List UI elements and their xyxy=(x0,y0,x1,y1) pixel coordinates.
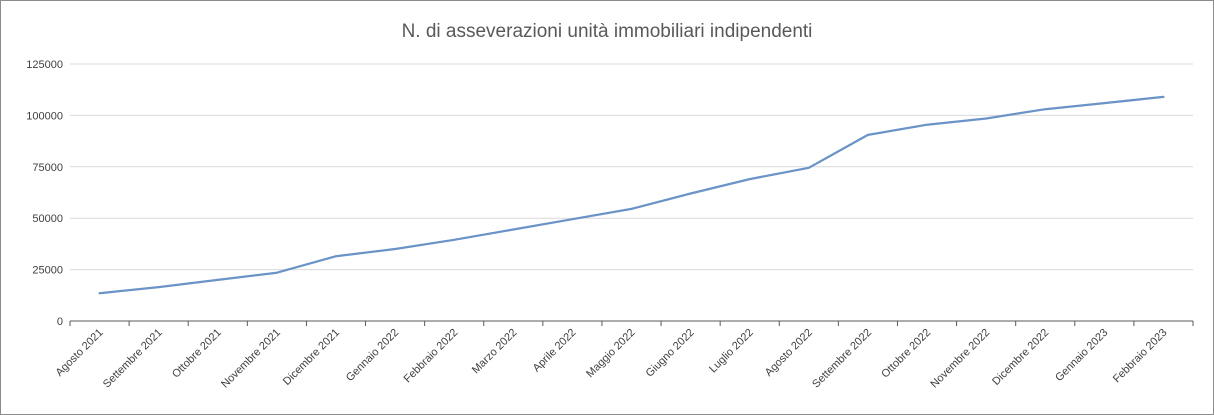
x-tick-label: Febbraio 2022 xyxy=(402,327,461,386)
x-tick-label: Giugno 2022 xyxy=(644,327,697,380)
y-tick-label: 75000 xyxy=(32,162,63,174)
y-tick-label: 25000 xyxy=(32,265,63,277)
x-tick-label: Settembre 2022 xyxy=(810,327,874,391)
x-tick-label: Dicembre 2021 xyxy=(281,327,342,388)
x-tick-label: Novembre 2021 xyxy=(219,327,283,391)
x-tick-label: Agosto 2022 xyxy=(763,327,815,379)
x-tick-label: Novembre 2022 xyxy=(928,327,992,391)
series-line xyxy=(98,95,1165,295)
x-tick-label: Luglio 2022 xyxy=(707,327,756,376)
x-tick-label: Maggio 2022 xyxy=(584,327,637,380)
x-tick-label: Settembre 2021 xyxy=(101,327,165,391)
x-tick-label: Agosto 2021 xyxy=(54,327,106,379)
x-tick-label: Dicembre 2022 xyxy=(990,327,1051,388)
x-tick-label: Ottobre 2022 xyxy=(879,327,933,381)
y-tick-label: 0 xyxy=(57,316,63,328)
x-tick-label: Febbraio 2023 xyxy=(1111,327,1170,386)
x-tick-label: Gennaio 2023 xyxy=(1053,327,1110,384)
chart-title: N. di asseverazioni unità immobiliari in… xyxy=(401,21,813,42)
x-tick-label: Aprile 2022 xyxy=(531,327,579,375)
y-tick-label: 50000 xyxy=(32,213,63,225)
x-tick-label: Ottobre 2021 xyxy=(170,327,224,381)
y-tick-label: 100000 xyxy=(26,110,63,122)
x-tick-label: Gennaio 2022 xyxy=(344,327,401,384)
x-tick-label: Marzo 2022 xyxy=(470,327,520,377)
y-tick-label: 125000 xyxy=(26,59,63,71)
